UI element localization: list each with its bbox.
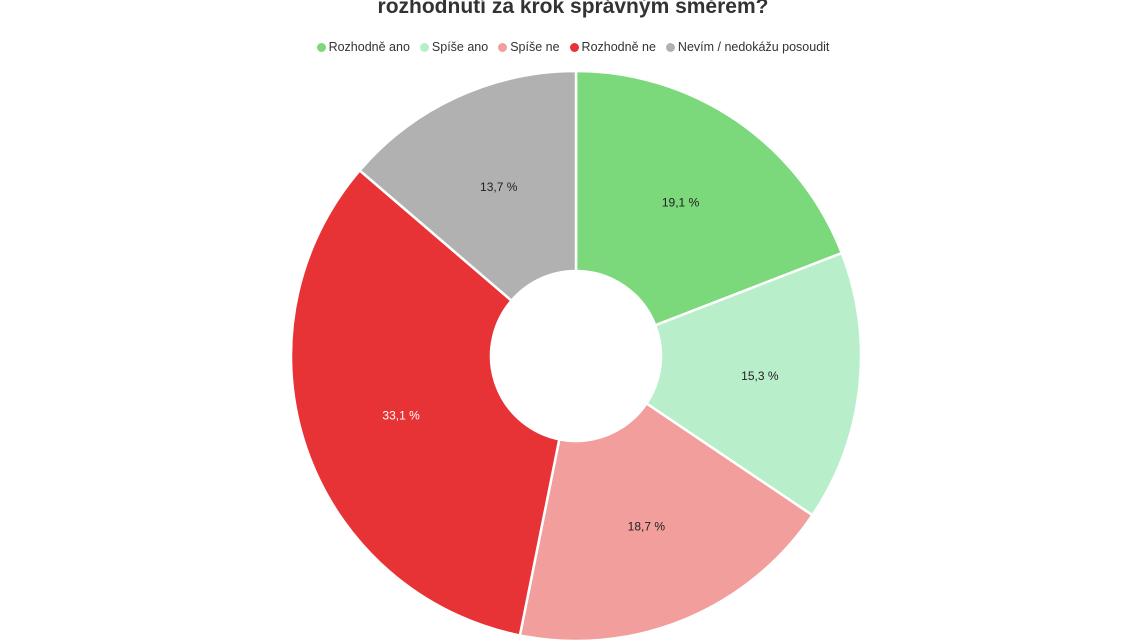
data-label-spise-ano: 15,3 % xyxy=(741,369,779,383)
legend-item-nevim-nedokazu-posoudit[interactable]: Nevím / nedokážu posoudit xyxy=(665,40,830,54)
chart-title: rozhodnutí za krok správným směrem? xyxy=(377,0,769,18)
legend-label: Spíše ano xyxy=(431,40,489,54)
slice-rozhodne-ano[interactable] xyxy=(574,69,844,327)
data-label-spise-ne: 18,7 % xyxy=(628,519,666,533)
legend-label: Rozhodně ano xyxy=(328,40,410,54)
legend-item-spise-ano[interactable]: Spíše ano xyxy=(419,40,489,54)
legend-marker xyxy=(316,42,326,52)
legend-marker xyxy=(419,42,429,52)
legend-marker xyxy=(498,42,508,52)
legend-item-rozhodne-ne[interactable]: Rozhodně ne xyxy=(569,40,656,54)
legend-item-rozhodne-ano[interactable]: Rozhodně ano xyxy=(316,40,410,54)
data-label-rozhodne-ano: 19,1 % xyxy=(662,196,700,210)
data-label-rozhodne-ne: 33,1 % xyxy=(382,408,420,422)
legend: Rozhodně ano Spíše ano Spíše ne Rozhodně ne… xyxy=(0,40,1146,54)
legend-label: Nevím / nedokážu posoudit xyxy=(677,40,830,54)
data-labels: 19,1 % 15,3 % 18,7 % 33,1 % 13,7 % xyxy=(382,180,778,533)
legend-marker xyxy=(665,42,675,52)
slice-spise-ne[interactable] xyxy=(518,401,815,643)
legend-label: Rozhodně ne xyxy=(581,40,656,54)
legend-marker xyxy=(569,42,579,52)
slice-rozhodne-ne[interactable] xyxy=(289,168,561,637)
slice-spise-ano[interactable] xyxy=(644,251,863,517)
legend-label: Spíše ne xyxy=(510,40,560,54)
legend-item-spise-ne[interactable]: Spíše ne xyxy=(498,40,560,54)
slice-nevim-nedokazu-posoudit[interactable] xyxy=(357,69,578,303)
slices xyxy=(289,69,863,643)
data-label-nevim-nedokazu-posoudit: 13,7 % xyxy=(480,180,518,194)
